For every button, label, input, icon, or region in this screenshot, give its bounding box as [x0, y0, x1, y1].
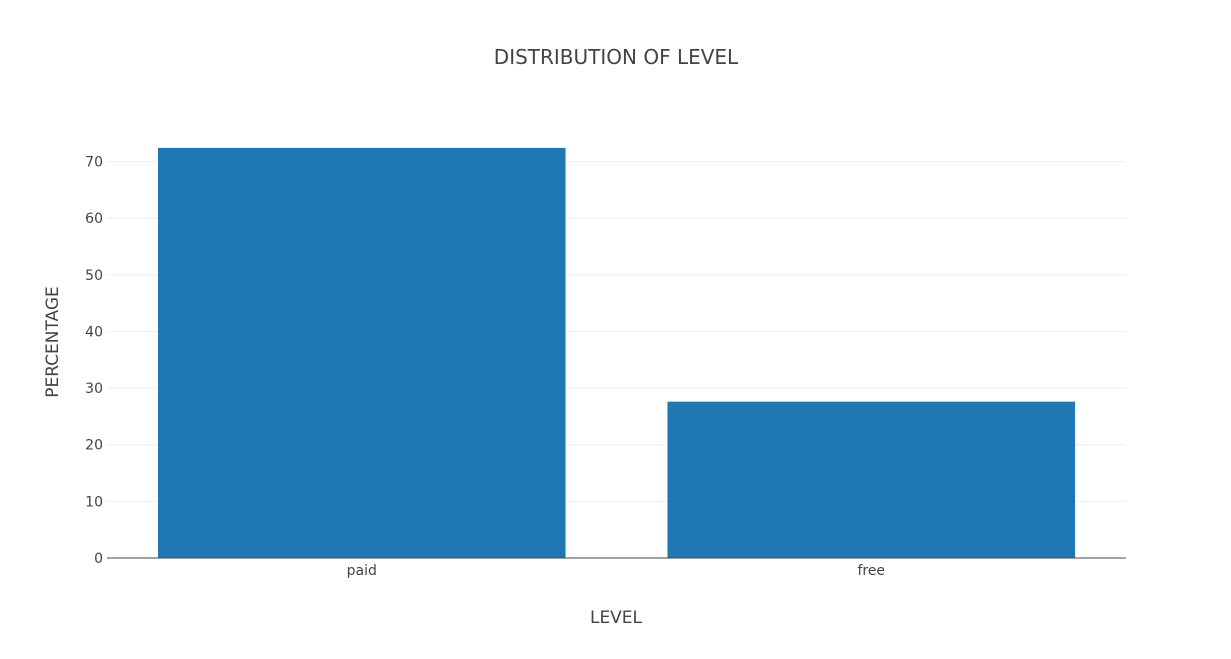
x-axis-title: LEVEL: [590, 608, 643, 628]
y-tick-label: 30: [85, 381, 103, 397]
x-tick-label-free: free: [857, 563, 885, 579]
y-tick-label: 70: [85, 155, 103, 171]
chart-title: DISTRIBUTION OF LEVEL: [494, 45, 739, 69]
y-tick-label: 20: [85, 438, 103, 454]
bars: [157, 147, 1076, 559]
y-tick-label: 40: [85, 324, 103, 340]
x-tick-labels: paid free: [347, 563, 885, 579]
bar-paid[interactable]: [157, 147, 566, 559]
y-tick-label: 10: [85, 494, 103, 510]
y-tick-label: 50: [85, 268, 103, 284]
x-tick-label-paid: paid: [347, 563, 377, 579]
y-tick-label: 60: [85, 211, 103, 227]
bar-free[interactable]: [667, 401, 1076, 558]
y-tick-labels: 0 10 20 30 40 50 60 70: [85, 155, 103, 568]
y-tick-label: 0: [94, 551, 103, 567]
y-axis-title: PERCENTAGE: [43, 286, 63, 398]
